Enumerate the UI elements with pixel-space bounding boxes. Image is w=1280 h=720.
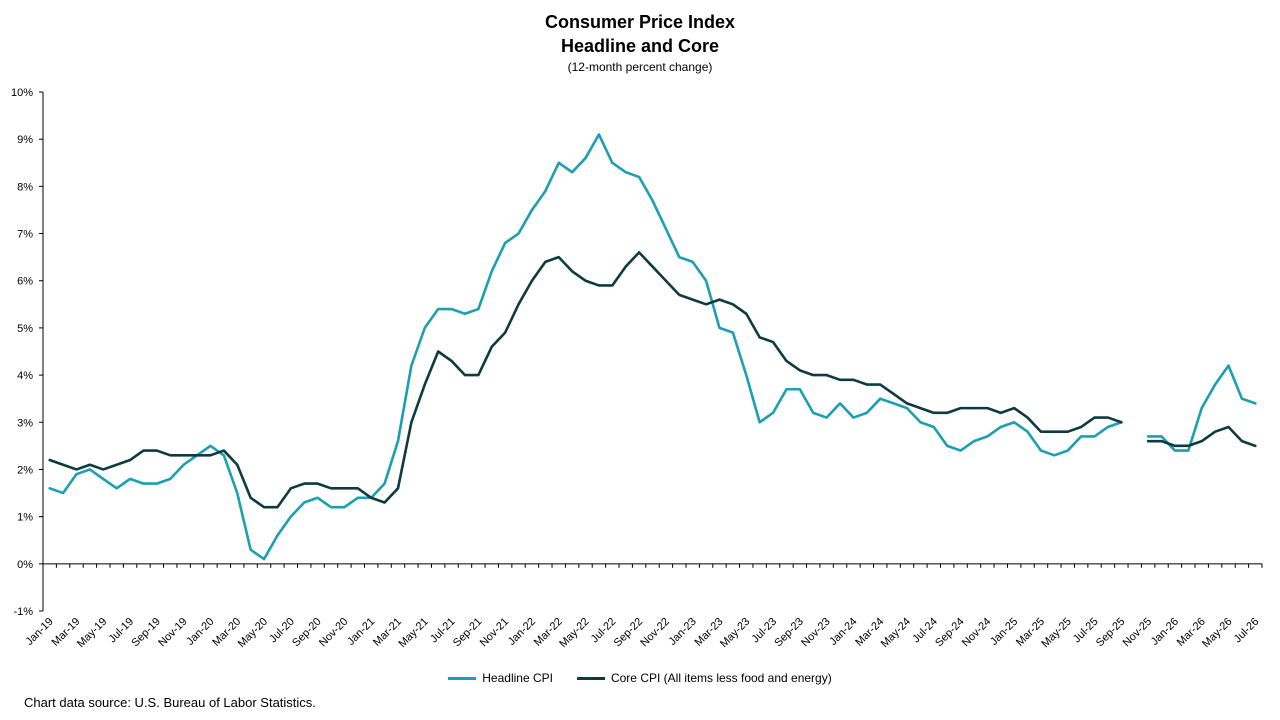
y-tick-label: 0% xyxy=(17,559,33,571)
x-tick-label: May-20 xyxy=(236,616,270,650)
chart-subtitle: (12-month percent change) xyxy=(567,60,713,74)
legend-item-headline: Headline CPI xyxy=(448,671,553,685)
x-tick-label: Sep-19 xyxy=(129,616,163,650)
series-line-headline-cpi xyxy=(48,133,1257,561)
x-tick-label: May-24 xyxy=(879,616,913,650)
x-tick-label: Nov-25 xyxy=(1121,616,1155,650)
x-tick-label: Nov-19 xyxy=(156,616,190,650)
chart-title: Consumer Price Index xyxy=(544,12,736,32)
y-tick-label: -1% xyxy=(13,606,33,618)
x-tick-label: May-23 xyxy=(718,616,752,650)
x-tick-label: May-26 xyxy=(1200,616,1234,650)
y-tick-label: 8% xyxy=(17,181,33,193)
y-tick-label: 7% xyxy=(17,229,33,241)
x-tick-label: May-21 xyxy=(396,616,430,650)
x-tick-label: Sep-23 xyxy=(772,616,806,650)
y-tick-label: 10% xyxy=(11,87,33,99)
x-tick-label: Nov-23 xyxy=(799,616,833,650)
x-tick-label: May-19 xyxy=(75,616,109,650)
x-tick-label: Sep-22 xyxy=(612,616,646,650)
legend-item-core: Core CPI (All items less food and energy… xyxy=(576,671,832,685)
x-tick-label: May-22 xyxy=(557,616,591,650)
y-tick-label: 5% xyxy=(17,323,33,335)
x-tick-label: Sep-20 xyxy=(290,616,324,650)
legend-label-headline: Headline CPI xyxy=(482,671,553,685)
data-source-note: Chart data source: U.S. Bureau of Labor … xyxy=(24,695,316,710)
series-line-core-cpi xyxy=(48,251,1257,509)
legend-swatch-headline xyxy=(448,676,477,680)
x-tick-label: Nov-24 xyxy=(960,616,994,650)
y-tick-label: 9% xyxy=(17,134,33,146)
x-tick-label: Sep-25 xyxy=(1094,616,1128,650)
y-tick-label: 2% xyxy=(17,464,33,476)
legend-label-core: Core CPI (All items less food and energy… xyxy=(610,671,832,685)
x-tick-label: Nov-21 xyxy=(478,616,512,650)
x-tick-label: Sep-24 xyxy=(933,616,967,650)
x-tick-label: Nov-22 xyxy=(638,616,672,650)
legend-swatch-core xyxy=(576,676,605,680)
x-tick-label: Jul-26 xyxy=(1232,616,1262,646)
y-tick-label: 4% xyxy=(17,370,33,382)
y-tick-label: 6% xyxy=(17,276,33,288)
x-tick-label: May-25 xyxy=(1039,616,1073,650)
y-tick-label: 3% xyxy=(17,417,33,429)
y-tick-label: 1% xyxy=(17,512,33,524)
chart-title-line2: Headline and Core xyxy=(560,36,720,56)
legend: Headline CPI Core CPI (All items less fo… xyxy=(0,671,1280,685)
x-tick-label: Sep-21 xyxy=(451,616,485,650)
x-tick-label: Nov-20 xyxy=(317,616,351,650)
